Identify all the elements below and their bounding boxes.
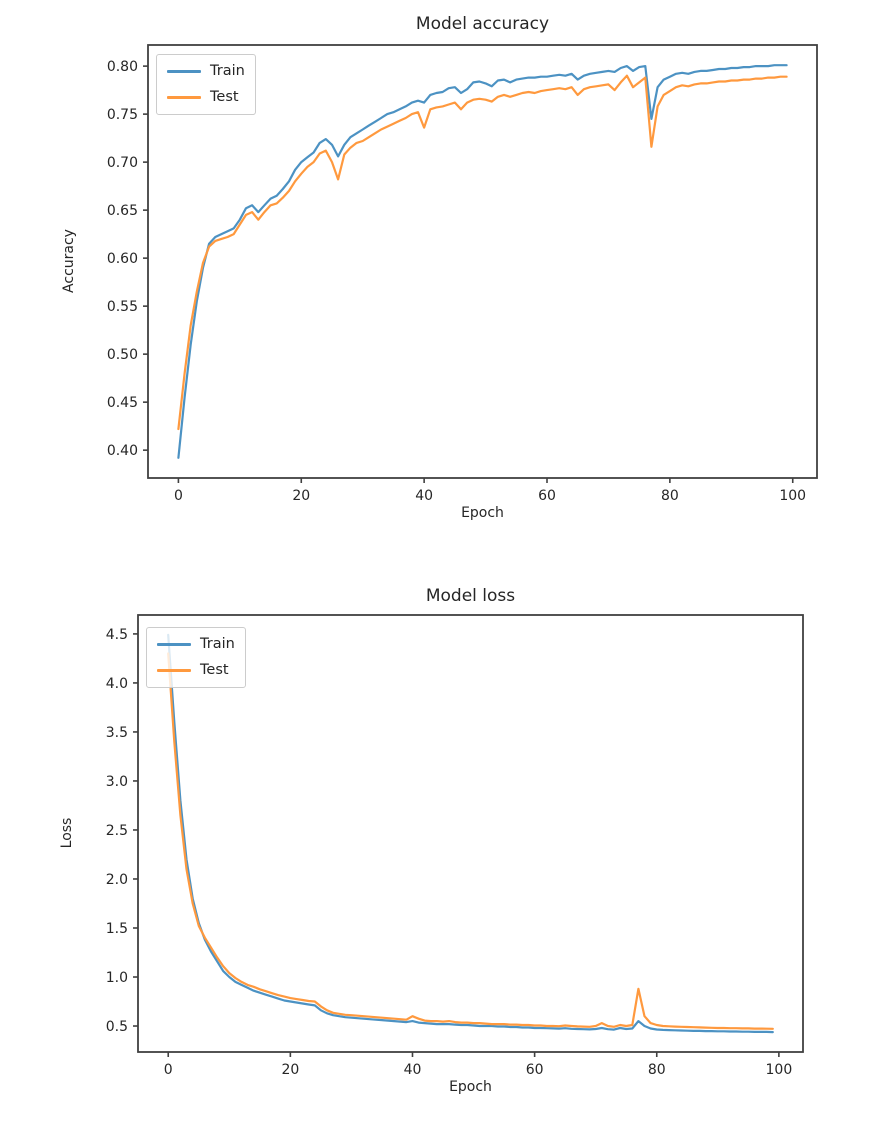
test-series-line <box>167 652 774 1030</box>
y-tick-label: 4.5 <box>106 627 128 643</box>
accuracy-chart: 0 20 40 60 80 100 0.40 0.45 0.50 0.55 0.60 0.65 0.70… <box>107 44 818 504</box>
x-tick-label: 20 <box>281 1062 299 1078</box>
loss-chart-title: Model loss <box>425 586 516 606</box>
y-tick-label: 0.5 <box>106 1019 128 1035</box>
x-tick-label: 100 <box>779 488 806 504</box>
x-tick-label: 0 <box>164 1062 173 1078</box>
y-tick-label: 0.75 <box>107 107 138 123</box>
x-tick-label: 0 <box>174 488 183 504</box>
legend-label-test: Test <box>200 661 229 678</box>
loss-legend: Train Test <box>146 627 246 688</box>
loss-chart: 0 20 40 60 80 100 0.5 1.0 1.5 2.0 2.5 3.0 3.5 4.0 4.5 <box>106 614 804 1078</box>
x-tick-label: 80 <box>648 1062 666 1078</box>
legend-item-test: Test <box>167 88 245 107</box>
test-line-swatch <box>167 95 201 99</box>
loss-y-axis-label: Loss <box>59 817 75 849</box>
train-series-line <box>177 64 788 459</box>
legend-label-train: Train <box>210 63 245 79</box>
loss-x-axis-label: Epoch <box>449 1079 492 1095</box>
train-line-swatch <box>167 69 201 73</box>
legend-item-train: Train <box>157 635 235 654</box>
y-tick-label: 0.70 <box>107 155 138 171</box>
train-line-swatch <box>157 642 191 646</box>
x-tick-label: 60 <box>526 1062 544 1078</box>
legend-label-train: Train <box>200 636 235 652</box>
y-tick-label: 0.80 <box>107 59 138 75</box>
x-tick-label: 60 <box>538 488 556 504</box>
y-tick-label: 4.0 <box>106 676 128 692</box>
y-tick-label: 1.0 <box>106 970 128 986</box>
y-tick-label: 3.5 <box>106 725 128 741</box>
legend-label-test: Test <box>210 88 239 105</box>
y-tick-label: 1.5 <box>106 921 128 937</box>
y-tick-label: 0.40 <box>107 443 138 459</box>
legend-item-train: Train <box>167 62 245 81</box>
x-tick-label: 20 <box>292 488 310 504</box>
x-tick-label: 40 <box>404 1062 422 1078</box>
accuracy-x-axis-label: Epoch <box>461 505 504 521</box>
y-tick-label: 0.65 <box>107 203 138 219</box>
accuracy-legend: Train Test <box>156 54 256 115</box>
x-tick-label: 40 <box>415 488 433 504</box>
x-tick-label: 100 <box>766 1062 793 1078</box>
plot-border <box>137 614 804 1053</box>
accuracy-chart-title: Model accuracy <box>415 14 550 34</box>
train-series-line <box>167 633 774 1034</box>
x-tick-label: 80 <box>661 488 679 504</box>
y-tick-label: 0.45 <box>107 395 138 411</box>
accuracy-y-axis-label: Accuracy <box>61 229 77 293</box>
y-tick-label: 0.60 <box>107 251 138 267</box>
test-series-line <box>177 74 788 431</box>
plot-border <box>147 44 818 479</box>
y-tick-label: 0.55 <box>107 299 138 315</box>
test-line-swatch <box>157 668 191 672</box>
y-tick-label: 2.5 <box>106 823 128 839</box>
legend-item-test: Test <box>157 661 235 680</box>
y-tick-label: 0.50 <box>107 347 138 363</box>
y-tick-label: 2.0 <box>106 872 128 888</box>
y-tick-label: 3.0 <box>106 774 128 790</box>
